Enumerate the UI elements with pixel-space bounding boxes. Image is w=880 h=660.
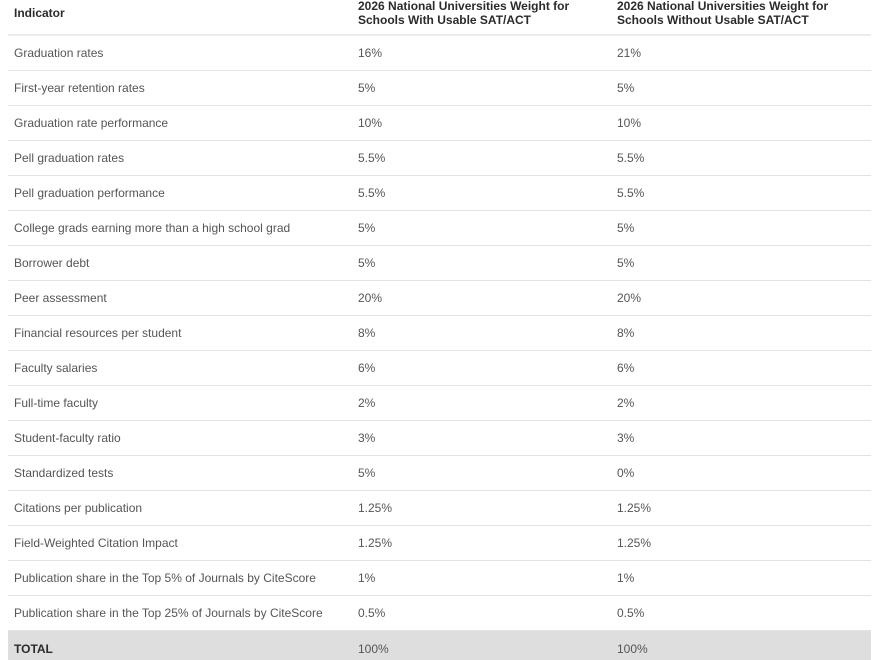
with-sat-cell: 5% bbox=[352, 245, 611, 281]
without-sat-cell: 5.5% bbox=[611, 140, 871, 176]
without-sat-cell: 5.5% bbox=[611, 175, 871, 211]
total-without-sat: 100% bbox=[611, 630, 871, 660]
table-row: Pell graduation rates 5.5% 5.5% bbox=[8, 140, 871, 176]
without-sat-cell: 3% bbox=[611, 420, 871, 456]
table-row: Publication share in the Top 5% of Journ… bbox=[8, 560, 871, 596]
without-sat-cell: 1.25% bbox=[611, 490, 871, 526]
ranking-weights-table-container: Indicator 2026 National Universities Wei… bbox=[8, 0, 871, 660]
indicator-cell: Peer assessment bbox=[8, 280, 352, 316]
table-row: Peer assessment 20% 20% bbox=[8, 280, 871, 316]
without-sat-cell: 20% bbox=[611, 280, 871, 316]
table-row: Student-faculty ratio 3% 3% bbox=[8, 420, 871, 456]
table-row: Pell graduation performance 5.5% 5.5% bbox=[8, 175, 871, 211]
with-sat-cell: 16% bbox=[352, 35, 611, 71]
table-row: Full-time faculty 2% 2% bbox=[8, 385, 871, 421]
total-with-sat: 100% bbox=[352, 630, 611, 660]
table-row: Graduation rate performance 10% 10% bbox=[8, 105, 871, 141]
without-sat-cell: 5% bbox=[611, 245, 871, 281]
with-sat-cell: 6% bbox=[352, 350, 611, 386]
table-row: Financial resources per student 8% 8% bbox=[8, 315, 871, 351]
without-sat-cell: 1% bbox=[611, 560, 871, 596]
with-sat-cell: 5% bbox=[352, 455, 611, 491]
with-sat-cell: 20% bbox=[352, 280, 611, 316]
without-sat-cell: 21% bbox=[611, 35, 871, 71]
with-sat-cell: 1% bbox=[352, 560, 611, 596]
table-row: First-year retention rates 5% 5% bbox=[8, 70, 871, 106]
with-sat-cell: 5% bbox=[352, 210, 611, 246]
total-row: TOTAL 100% 100% bbox=[8, 630, 871, 660]
table-row: Borrower debt 5% 5% bbox=[8, 245, 871, 281]
header-with-sat: 2026 National Universities Weight for Sc… bbox=[352, 0, 611, 36]
without-sat-cell: 0.5% bbox=[611, 595, 871, 631]
indicator-cell: Student-faculty ratio bbox=[8, 420, 352, 456]
with-sat-cell: 8% bbox=[352, 315, 611, 351]
with-sat-cell: 5.5% bbox=[352, 140, 611, 176]
header-indicator: Indicator bbox=[8, 0, 352, 36]
without-sat-cell: 1.25% bbox=[611, 525, 871, 561]
table-row: Publication share in the Top 25% of Jour… bbox=[8, 595, 871, 631]
without-sat-cell: 10% bbox=[611, 105, 871, 141]
ranking-weights-table: Indicator 2026 National Universities Wei… bbox=[8, 0, 871, 660]
total-label: TOTAL bbox=[8, 630, 352, 660]
indicator-cell: Field-Weighted Citation Impact bbox=[8, 525, 352, 561]
with-sat-cell: 1.25% bbox=[352, 490, 611, 526]
without-sat-cell: 2% bbox=[611, 385, 871, 421]
with-sat-cell: 1.25% bbox=[352, 525, 611, 561]
indicator-cell: Graduation rate performance bbox=[8, 105, 352, 141]
indicator-cell: Publication share in the Top 25% of Jour… bbox=[8, 595, 352, 631]
indicator-cell: Pell graduation performance bbox=[8, 175, 352, 211]
table-row: Field-Weighted Citation Impact 1.25% 1.2… bbox=[8, 525, 871, 561]
table-row: Faculty salaries 6% 6% bbox=[8, 350, 871, 386]
without-sat-cell: 5% bbox=[611, 210, 871, 246]
table-row: College grads earning more than a high s… bbox=[8, 210, 871, 246]
table-row: Graduation rates 16% 21% bbox=[8, 35, 871, 71]
with-sat-cell: 0.5% bbox=[352, 595, 611, 631]
indicator-cell: Faculty salaries bbox=[8, 350, 352, 386]
indicator-cell: Borrower debt bbox=[8, 245, 352, 281]
with-sat-cell: 2% bbox=[352, 385, 611, 421]
with-sat-cell: 5.5% bbox=[352, 175, 611, 211]
indicator-cell: Standardized tests bbox=[8, 455, 352, 491]
with-sat-cell: 10% bbox=[352, 105, 611, 141]
without-sat-cell: 6% bbox=[611, 350, 871, 386]
without-sat-cell: 5% bbox=[611, 70, 871, 106]
table-header-row: Indicator 2026 National Universities Wei… bbox=[8, 0, 871, 36]
with-sat-cell: 5% bbox=[352, 70, 611, 106]
with-sat-cell: 3% bbox=[352, 420, 611, 456]
indicator-cell: Financial resources per student bbox=[8, 315, 352, 351]
header-without-sat: 2026 National Universities Weight for Sc… bbox=[611, 0, 871, 36]
indicator-cell: Graduation rates bbox=[8, 35, 352, 71]
table-row: Standardized tests 5% 0% bbox=[8, 455, 871, 491]
without-sat-cell: 0% bbox=[611, 455, 871, 491]
indicator-cell: Full-time faculty bbox=[8, 385, 352, 421]
indicator-cell: Citations per publication bbox=[8, 490, 352, 526]
table-row: Citations per publication 1.25% 1.25% bbox=[8, 490, 871, 526]
indicator-cell: Publication share in the Top 5% of Journ… bbox=[8, 560, 352, 596]
indicator-cell: Pell graduation rates bbox=[8, 140, 352, 176]
indicator-cell: College grads earning more than a high s… bbox=[8, 210, 352, 246]
indicator-cell: First-year retention rates bbox=[8, 70, 352, 106]
without-sat-cell: 8% bbox=[611, 315, 871, 351]
